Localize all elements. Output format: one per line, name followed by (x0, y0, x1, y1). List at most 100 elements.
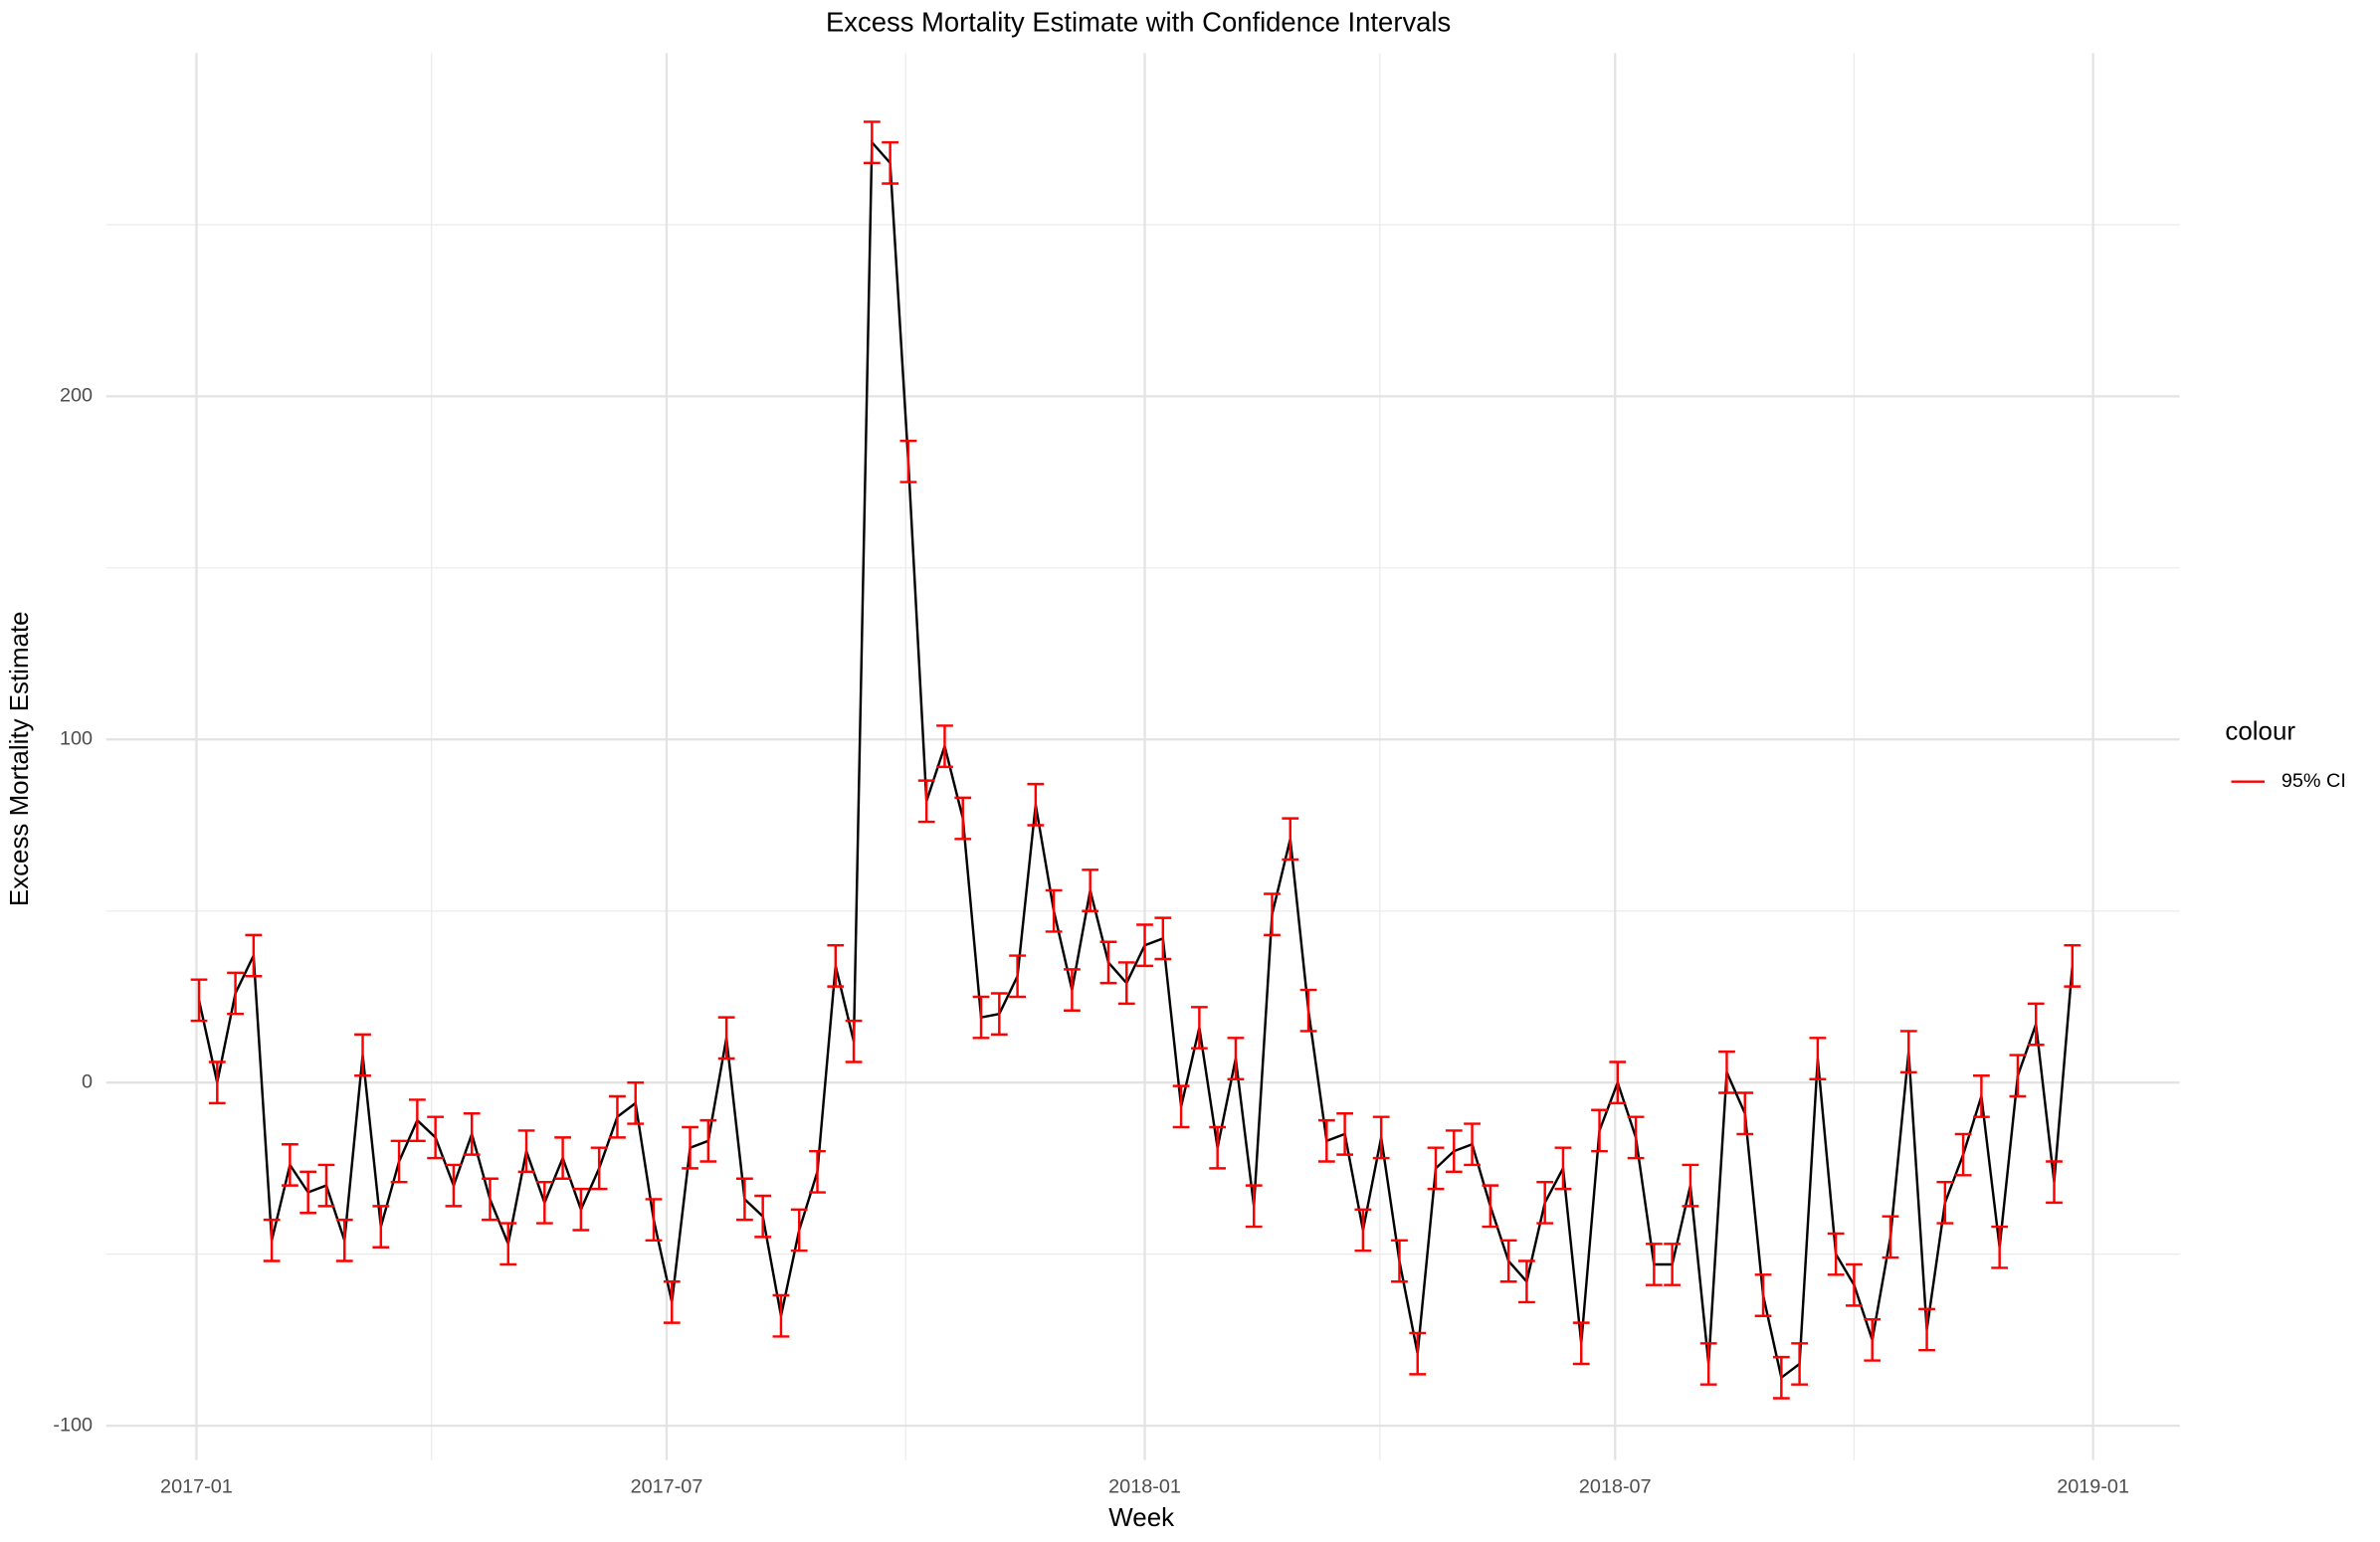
error-bar (1499, 1239, 1517, 1283)
error-bar (809, 1149, 826, 1194)
error-bar (208, 1060, 226, 1105)
error-bar (572, 1187, 590, 1232)
error-bar (2046, 1160, 2063, 1205)
y-tick-label: 100 (60, 727, 93, 749)
error-bar (1791, 1342, 1808, 1386)
chart-title: Excess Mortality Estimate with Confidenc… (826, 7, 1451, 38)
error-bar (1518, 1259, 1535, 1304)
error-bar (1664, 1243, 1682, 1286)
error-bar (1009, 954, 1026, 999)
x-tick-label: 2018-07 (1579, 1475, 1652, 1497)
error-bar (1954, 1132, 1972, 1177)
error-bar (663, 1280, 681, 1324)
error-bar (1317, 1118, 1335, 1163)
error-bar (1099, 940, 1117, 985)
error-bar (1809, 1037, 1827, 1080)
error-bar (1972, 1074, 1990, 1118)
x-tick-label: 2019-01 (2057, 1475, 2129, 1497)
error-bar (317, 1163, 335, 1208)
error-bar (1899, 1030, 1917, 1074)
error-bar (245, 933, 263, 978)
error-bar (627, 1080, 645, 1125)
error-bar (645, 1198, 663, 1243)
error-bar (1591, 1108, 1608, 1153)
error-bar (482, 1177, 498, 1222)
error-bar (1718, 1050, 1735, 1094)
error-bar (1264, 892, 1281, 937)
error-bar (372, 1205, 390, 1249)
error-bar (499, 1222, 517, 1266)
error-bar (754, 1194, 772, 1239)
error-bar (1918, 1307, 1935, 1352)
data-line (197, 138, 2074, 1380)
error-bar (772, 1293, 790, 1338)
error-bar (699, 1118, 717, 1163)
error-bar (1354, 1208, 1372, 1253)
error-bar (1536, 1180, 1554, 1225)
legend-label: 95% CI (2281, 770, 2346, 792)
error-bar (1754, 1273, 1772, 1317)
y-tick-label: 0 (82, 1070, 93, 1092)
error-bar (408, 1098, 426, 1143)
error-bar (1682, 1163, 1699, 1208)
error-bar (1554, 1146, 1572, 1191)
error-bar (2009, 1054, 2027, 1098)
error-bar (2064, 943, 2082, 988)
error-bar (1846, 1262, 1863, 1307)
error-bar (790, 1208, 808, 1253)
error-bar (845, 1019, 863, 1063)
y-tick-label: 200 (60, 385, 93, 407)
error-bar (299, 1170, 317, 1215)
error-bar (282, 1143, 298, 1187)
error-bar (1027, 782, 1045, 827)
error-bar (863, 120, 881, 165)
legend-title: colour (2225, 718, 2295, 746)
error-bar (1282, 817, 1299, 862)
error-bar (1991, 1225, 2009, 1269)
error-bar (1609, 1060, 1627, 1105)
x-tick-label: 2017-01 (160, 1475, 233, 1497)
y-axis-label: Excess Mortality Estimate (6, 611, 34, 906)
error-bar (717, 1016, 735, 1060)
error-bar (1736, 1091, 1754, 1136)
error-bar (936, 724, 953, 769)
error-bar (954, 796, 972, 841)
error-bar (736, 1177, 753, 1222)
error-bar (1445, 1129, 1463, 1174)
error-bar (1064, 968, 1081, 1012)
error-bar (390, 1139, 408, 1184)
error-bar (445, 1163, 463, 1208)
error-bar (354, 1033, 371, 1077)
error-bar (554, 1136, 571, 1180)
error-bar (263, 1218, 281, 1262)
error-bar (1772, 1355, 1790, 1400)
grid (105, 53, 2180, 1460)
error-bar (190, 978, 208, 1023)
error-bar (590, 1146, 608, 1191)
error-bar (1245, 1184, 1263, 1229)
error-bar (990, 992, 1008, 1037)
error-bar (882, 140, 899, 185)
error-bar (972, 995, 990, 1040)
error-bar (427, 1115, 445, 1160)
error-bar (335, 1218, 353, 1262)
error-bar (227, 971, 244, 1016)
error-bar (1190, 1006, 1208, 1050)
error-bar (1209, 1125, 1227, 1170)
error-bar (1082, 868, 1099, 912)
error-bar (1391, 1239, 1408, 1283)
error-bar (1464, 1122, 1481, 1167)
x-tick-label: 2017-07 (631, 1475, 703, 1497)
error-bar (1627, 1115, 1645, 1160)
error-bar (682, 1125, 698, 1170)
error-bar (1864, 1317, 1882, 1362)
error-bar (1936, 1180, 1954, 1225)
error-bar (1136, 923, 1153, 968)
error-bar (1827, 1232, 1845, 1276)
error-bar (917, 779, 935, 824)
error-bar (1045, 888, 1063, 933)
error-bar (1372, 1115, 1390, 1160)
error-bar (1227, 1037, 1245, 1080)
